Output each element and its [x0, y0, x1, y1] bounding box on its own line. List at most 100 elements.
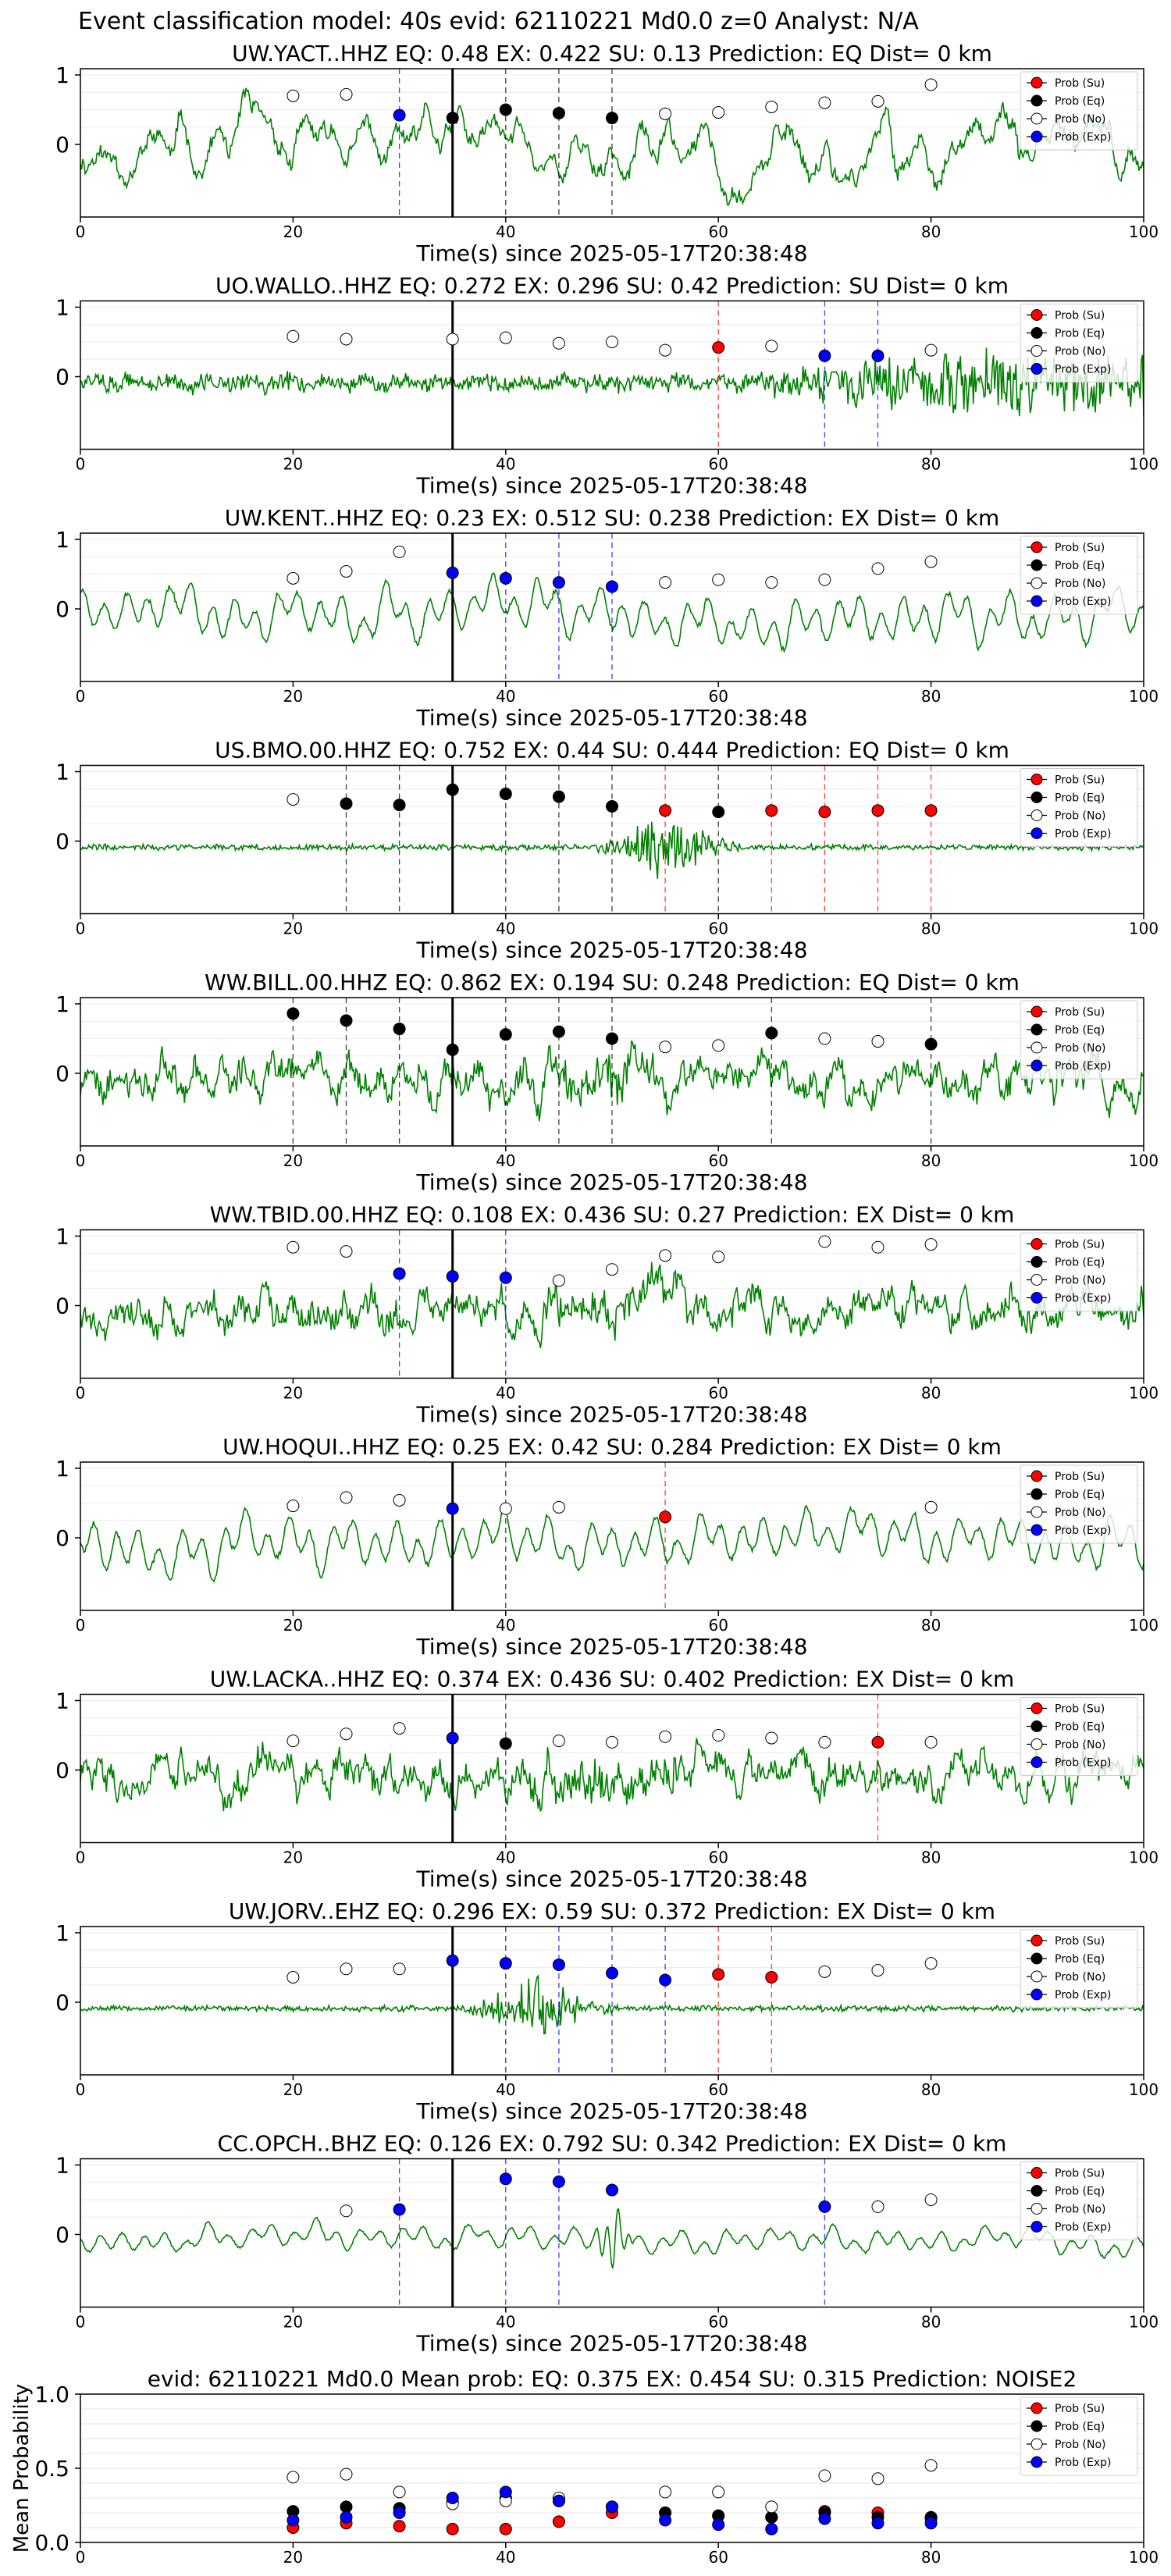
- legend-marker-exp: [1030, 1292, 1043, 1304]
- legend-marker-su: [1030, 541, 1043, 553]
- x-tick-label: 60: [708, 687, 728, 706]
- prob-marker-eq: [765, 1026, 778, 1040]
- legend-label-su: Prob (Su): [1055, 1935, 1105, 1948]
- legend-marker-su: [1030, 1005, 1043, 1018]
- prob-marker-no: [712, 573, 725, 586]
- legend-marker-exp: [1030, 130, 1043, 143]
- y-tick-label: 1: [55, 295, 69, 321]
- panel-title: UW.JORV..EHZ EQ: 0.296 EX: 0.59 SU: 0.37…: [229, 1898, 995, 1924]
- axes-frame: [80, 532, 1144, 682]
- mean-marker-su: [552, 2515, 565, 2528]
- prob-marker-no: [712, 1251, 725, 1264]
- x-axis-label: Time(s) since 2025-05-17T20:38:48: [415, 938, 807, 963]
- prob-marker-no: [606, 336, 618, 348]
- x-axis-label: Time(s) since 2025-05-17T20:38:48: [415, 705, 807, 731]
- legend-marker-eq: [1030, 2420, 1043, 2432]
- prob-marker-eq: [712, 806, 725, 819]
- prob-marker-eq: [606, 1032, 618, 1045]
- prob-marker-su: [712, 341, 725, 354]
- prob-marker-exp: [446, 1502, 459, 1515]
- prob-marker-eq: [446, 783, 459, 796]
- y-tick-label: 1: [55, 991, 69, 1017]
- mean-marker-no: [287, 2471, 300, 2484]
- legend-marker-su: [1030, 1703, 1043, 1714]
- x-tick-label: 60: [708, 2080, 728, 2099]
- prob-marker-no: [924, 1957, 938, 1970]
- legend-label-no: Prob (No): [1055, 346, 1106, 358]
- waveform-trace: [80, 347, 1144, 418]
- prob-marker-eq: [499, 787, 512, 800]
- legend-label-exp: Prob (Exp): [1055, 2457, 1112, 2469]
- x-tick-label: 40: [496, 1384, 515, 1403]
- prob-marker-no: [499, 1502, 512, 1515]
- x-tick-label: 60: [708, 920, 728, 938]
- legend-marker-su: [1030, 1470, 1043, 1482]
- x-tick-label: 100: [1129, 1848, 1159, 1867]
- x-tick-label: 100: [1129, 687, 1159, 706]
- prob-marker-no: [606, 1735, 618, 1749]
- legend-label-eq: Prob (Eq): [1055, 792, 1105, 805]
- x-axis-label: Time(s) since 2025-05-17T20:38:48: [415, 1634, 807, 1660]
- legend-label-su: Prob (Su): [1055, 310, 1105, 322]
- mean-marker-no: [818, 2469, 831, 2482]
- prob-marker-exp: [499, 1957, 512, 1970]
- mean-marker-exp: [393, 2507, 406, 2519]
- x-axis-label: Time(s) since 2025-05-17T20:38:48: [415, 1866, 807, 1892]
- x-tick-label: 40: [496, 222, 515, 241]
- legend-marker-eq: [1030, 1488, 1043, 1500]
- mean-marker-no: [712, 2485, 725, 2499]
- legend-marker-eq: [1030, 559, 1043, 571]
- legend-label-no: Prob (No): [1055, 1042, 1106, 1055]
- y-tick-label: 1: [55, 62, 69, 88]
- panel-title: UW.HOQUI..HHZ EQ: 0.25 EX: 0.42 SU: 0.28…: [222, 1434, 1002, 1460]
- prob-marker-no: [818, 96, 831, 109]
- station-panel: UW.LACKA..HHZ EQ: 0.374 EX: 0.436 SU: 0.…: [55, 1667, 1159, 1892]
- prob-marker-no: [606, 1263, 618, 1276]
- prob-marker-no: [818, 1735, 831, 1749]
- y-tick-label: 1: [55, 527, 69, 553]
- prob-marker-no: [871, 1240, 884, 1254]
- y-tick-label: 0: [55, 1525, 69, 1551]
- prob-marker-exp: [393, 2203, 406, 2216]
- y-tick-label: 0.5: [34, 2456, 69, 2482]
- legend-marker-su: [1030, 1238, 1043, 1250]
- prob-marker-no: [712, 106, 725, 119]
- legend-label-exp: Prob (Exp): [1055, 1060, 1112, 1073]
- legend-label-eq: Prob (Eq): [1055, 2421, 1105, 2433]
- prob-marker-no: [659, 1041, 672, 1054]
- prob-marker-exp: [393, 1267, 406, 1280]
- prob-marker-exp: [818, 2200, 831, 2213]
- x-tick-label: 20: [283, 920, 303, 938]
- x-tick-label: 20: [283, 1151, 303, 1170]
- legend-marker-su: [1030, 1934, 1043, 1947]
- x-tick-label: 60: [708, 1384, 728, 1403]
- legend-label-eq: Prob (Eq): [1055, 2186, 1105, 2198]
- legend-box: [1020, 1233, 1138, 1311]
- legend-label-no: Prob (No): [1055, 2204, 1106, 2216]
- legend-label-exp: Prob (Exp): [1055, 596, 1112, 608]
- prob-marker-no: [393, 546, 406, 559]
- prob-marker-no: [340, 564, 353, 578]
- x-tick-label: 40: [496, 920, 515, 938]
- x-tick-label: 100: [1129, 455, 1159, 474]
- prob-marker-exp: [552, 576, 565, 589]
- waveform-trace: [80, 1040, 1144, 1122]
- legend-marker-no: [1030, 1274, 1043, 1286]
- legend-marker-no: [1030, 345, 1043, 357]
- y-tick-label: 0: [55, 2222, 69, 2248]
- prob-marker-no: [287, 1970, 300, 1984]
- mean-marker-no: [765, 2500, 778, 2514]
- x-tick-label: 80: [921, 920, 941, 938]
- axes-frame: [80, 1926, 1144, 2076]
- prob-marker-no: [712, 1729, 725, 1742]
- legend-label-su: Prob (Su): [1055, 1006, 1105, 1019]
- station-panel: US.BMO.00.HHZ EQ: 0.752 EX: 0.44 SU: 0.4…: [55, 738, 1159, 963]
- x-tick-label: 80: [921, 2548, 941, 2567]
- mean-marker-exp: [446, 2492, 459, 2504]
- prob-marker-no: [340, 1727, 353, 1741]
- prob-marker-no: [340, 333, 353, 346]
- x-tick-label: 60: [708, 1616, 728, 1635]
- prob-marker-no: [818, 1032, 831, 1045]
- mean-marker-no: [659, 2485, 672, 2499]
- x-tick-label: 100: [1129, 2548, 1159, 2567]
